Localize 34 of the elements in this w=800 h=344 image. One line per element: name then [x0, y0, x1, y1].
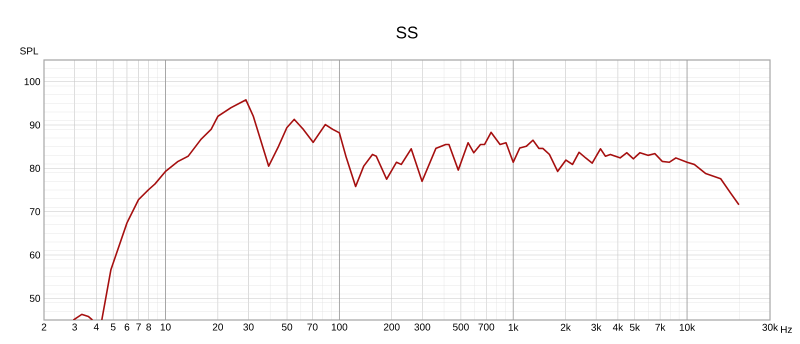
- x-tick-label: 300: [414, 324, 430, 331]
- x-tick-label: 50: [282, 324, 292, 331]
- x-tick-label: 30k: [762, 324, 778, 331]
- x-tick-label: 10: [160, 324, 171, 331]
- y-tick-label: 70: [30, 208, 40, 216]
- y-tick-label: 90: [30, 121, 40, 129]
- chart-title: SS: [396, 26, 418, 39]
- x-tick-label: 8: [146, 324, 152, 331]
- x-tick-label: 10k: [680, 324, 696, 331]
- y-tick-label: 100: [24, 78, 40, 86]
- x-tick-label: 7: [136, 324, 141, 330]
- x-tick-label: 4: [94, 324, 99, 330]
- x-tick-label: 500: [452, 324, 469, 331]
- x-tick-label: 2: [42, 324, 46, 330]
- x-tick-label: 5: [110, 324, 116, 330]
- x-tick-label: 30: [243, 324, 254, 331]
- y-tick-label: 60: [30, 251, 40, 259]
- x-tick-label: 70: [307, 324, 318, 331]
- y-tick-label: 50: [30, 294, 40, 302]
- x-tick-label: 200: [384, 324, 400, 331]
- x-tick-label: 7k: [655, 324, 666, 331]
- x-tick-label: 1k: [508, 324, 518, 331]
- x-tick-label: 2k: [560, 324, 571, 331]
- x-tick-label: 3k: [591, 324, 602, 331]
- x-tick-label: 6: [124, 324, 130, 331]
- x-tick-label: 100: [332, 324, 348, 331]
- y-tick-label: 80: [30, 164, 40, 172]
- x-tick-label: 5k: [630, 324, 640, 331]
- x-tick-label: 3: [72, 324, 77, 331]
- y-axis-title: SPL: [20, 47, 38, 54]
- x-axis-title: Hz: [781, 326, 792, 333]
- x-tick-label: 700: [478, 324, 494, 331]
- x-tick-label: 20: [212, 324, 224, 331]
- x-tick-label: 4k: [612, 324, 624, 331]
